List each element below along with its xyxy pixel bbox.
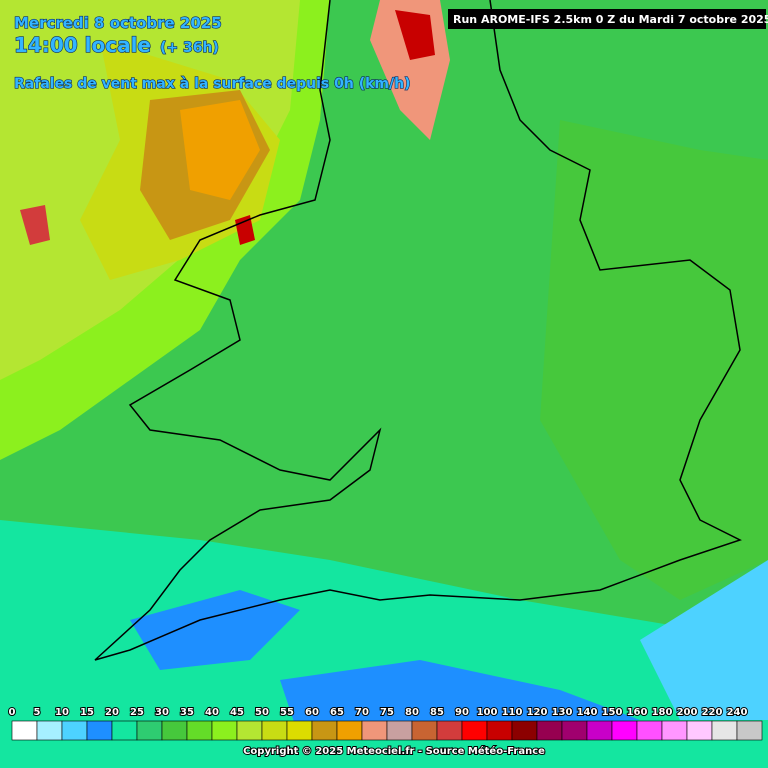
legend-swatch [636, 720, 663, 741]
legend-label: 15 [80, 707, 94, 718]
legend-swatch [461, 720, 488, 741]
legend-label: 40 [205, 707, 219, 718]
legend-label: 200 [677, 707, 698, 718]
legend-swatch [386, 720, 413, 741]
time: 14:00 locale [14, 33, 151, 57]
legend-label: 50 [255, 707, 269, 718]
legend-label: 45 [230, 707, 244, 718]
legend-swatch [586, 720, 613, 741]
lead: (+ 36h) [160, 40, 219, 56]
legend-swatch [11, 720, 38, 741]
legend-swatch [361, 720, 388, 741]
legend-swatch [511, 720, 538, 741]
legend-label: 80 [405, 707, 419, 718]
legend-label: 25 [130, 707, 144, 718]
legend-label: 75 [380, 707, 394, 718]
legend-swatch [711, 720, 738, 741]
legend-swatch [286, 720, 313, 741]
legend-label: 100 [477, 707, 498, 718]
legend-swatch [36, 720, 63, 741]
legend-label: 240 [727, 707, 748, 718]
legend-label: 55 [280, 707, 294, 718]
legend: 0 5 10 15 20 25 30 35 40 45 50 55 60 65 70 75 80 85 90 100 1… [8, 706, 763, 741]
legend-swatch [111, 720, 138, 741]
legend-label: 90 [455, 707, 469, 718]
legend-label: 5 [34, 707, 41, 718]
legend-label: 220 [702, 707, 723, 718]
legend-swatch [611, 720, 638, 741]
legend-swatch [536, 720, 563, 741]
legend-swatch [661, 720, 688, 741]
legend-swatch [736, 720, 763, 741]
date: Mercredi 8 octobre 2025 [14, 14, 222, 32]
legend-swatch [686, 720, 713, 741]
legend-label: 120 [527, 707, 548, 718]
legend-swatch [136, 720, 163, 741]
legend-label: 130 [552, 707, 573, 718]
legend-swatch [486, 720, 513, 741]
legend-label: 60 [305, 707, 319, 718]
legend-label: 85 [430, 707, 444, 718]
legend-swatch [186, 720, 213, 741]
legend-swatch [311, 720, 338, 741]
legend-label: 110 [502, 707, 523, 718]
legend-swatch [436, 720, 463, 741]
legend-label: 140 [577, 707, 598, 718]
legend-label: 0 [9, 707, 16, 718]
copyright: Copyright © 2025 Meteociel.fr - Source M… [243, 745, 545, 757]
run-label: Run AROME-IFS 2.5km 0 Z du Mardi 7 octob… [453, 13, 768, 26]
legend-label: 150 [602, 707, 623, 718]
legend-swatch [336, 720, 363, 741]
legend-swatch [61, 720, 88, 741]
legend-swatch [236, 720, 263, 741]
legend-swatch [261, 720, 288, 741]
legend-label: 20 [105, 707, 119, 718]
parameter: Rafales de vent max à la surface depuis … [14, 76, 410, 92]
legend-swatch [161, 720, 188, 741]
legend-swatch [561, 720, 588, 741]
legend-swatch [411, 720, 438, 741]
legend-label: 180 [652, 707, 673, 718]
legend-swatch [211, 720, 238, 741]
coastline [94, 0, 742, 661]
legend-label: 30 [155, 707, 169, 718]
legend-label: 35 [180, 707, 194, 718]
run-label-box [448, 9, 766, 29]
legend-label: 10 [55, 707, 69, 718]
legend-label: 65 [330, 707, 344, 718]
legend-label: 70 [355, 707, 369, 718]
legend-swatch [86, 720, 113, 741]
legend-label: 160 [627, 707, 648, 718]
